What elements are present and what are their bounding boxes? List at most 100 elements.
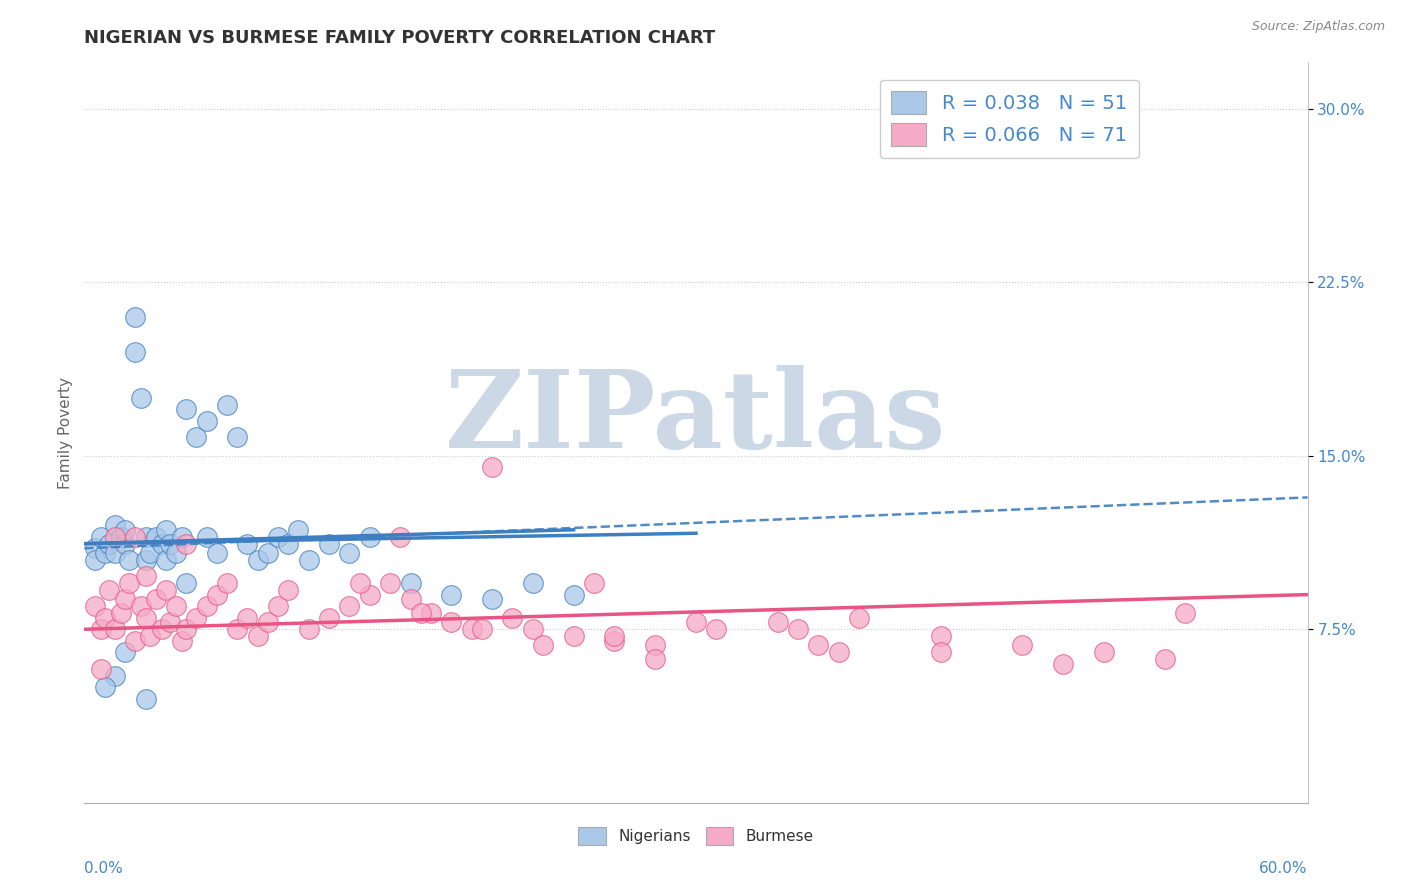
Point xyxy=(380,576,402,591)
Point xyxy=(481,460,503,475)
Point xyxy=(1154,652,1177,666)
Point xyxy=(603,633,626,648)
Point xyxy=(165,599,187,614)
Point xyxy=(174,402,197,417)
Point xyxy=(787,622,810,636)
Point xyxy=(257,546,280,560)
Point xyxy=(165,546,187,560)
Text: Source: ZipAtlas.com: Source: ZipAtlas.com xyxy=(1251,20,1385,33)
Point xyxy=(93,680,115,694)
Point xyxy=(236,536,259,550)
Point xyxy=(287,523,309,537)
Y-axis label: Family Poverty: Family Poverty xyxy=(58,376,73,489)
Point xyxy=(145,592,167,607)
Point xyxy=(114,523,136,537)
Point xyxy=(90,662,112,676)
Point xyxy=(644,639,666,653)
Point xyxy=(502,610,524,624)
Text: 0.0%: 0.0% xyxy=(84,861,124,876)
Point xyxy=(172,633,194,648)
Point xyxy=(318,610,340,624)
Point xyxy=(138,546,160,560)
Point xyxy=(298,553,321,567)
Point xyxy=(205,546,228,560)
Point xyxy=(389,530,412,544)
Point xyxy=(174,622,197,636)
Point xyxy=(155,582,177,597)
Point xyxy=(114,536,136,550)
Point xyxy=(246,629,269,643)
Point xyxy=(461,622,484,636)
Point xyxy=(186,430,208,444)
Point xyxy=(83,541,105,556)
Point xyxy=(205,588,228,602)
Text: 60.0%: 60.0% xyxy=(1260,861,1308,876)
Point xyxy=(118,576,141,591)
Point xyxy=(135,530,157,544)
Point xyxy=(1092,645,1115,659)
Point xyxy=(150,536,173,550)
Point xyxy=(1174,606,1197,620)
Point xyxy=(97,582,120,597)
Point xyxy=(603,629,626,643)
Point xyxy=(90,530,112,544)
Point xyxy=(93,610,115,624)
Point xyxy=(828,645,851,659)
Point xyxy=(226,430,249,444)
Point xyxy=(766,615,789,630)
Point xyxy=(97,536,120,550)
Point xyxy=(685,615,707,630)
Point xyxy=(277,582,299,597)
Point xyxy=(104,546,127,560)
Point xyxy=(471,622,494,636)
Point xyxy=(226,622,249,636)
Text: ZIPatlas: ZIPatlas xyxy=(446,365,946,471)
Point xyxy=(929,645,952,659)
Point xyxy=(104,622,127,636)
Point xyxy=(104,668,127,682)
Point xyxy=(359,588,381,602)
Legend: Nigerians, Burmese: Nigerians, Burmese xyxy=(572,821,820,851)
Point xyxy=(420,606,443,620)
Point xyxy=(217,398,239,412)
Point xyxy=(349,576,371,591)
Point xyxy=(104,530,127,544)
Point xyxy=(155,523,177,537)
Point xyxy=(481,592,503,607)
Point xyxy=(174,576,197,591)
Point xyxy=(159,615,181,630)
Point xyxy=(562,588,585,602)
Point xyxy=(135,610,157,624)
Point xyxy=(706,622,728,636)
Point xyxy=(522,622,544,636)
Point xyxy=(267,530,290,544)
Point xyxy=(124,530,146,544)
Point xyxy=(359,530,381,544)
Point xyxy=(174,536,197,550)
Point xyxy=(186,610,208,624)
Point xyxy=(318,536,340,550)
Point xyxy=(1052,657,1074,671)
Point xyxy=(195,599,218,614)
Point xyxy=(257,615,280,630)
Point xyxy=(267,599,290,614)
Point xyxy=(114,645,136,659)
Point xyxy=(583,576,606,591)
Point xyxy=(522,576,544,591)
Point xyxy=(90,622,112,636)
Point xyxy=(159,536,181,550)
Point xyxy=(217,576,239,591)
Point xyxy=(114,592,136,607)
Point xyxy=(155,553,177,567)
Point xyxy=(399,576,422,591)
Point xyxy=(131,599,153,614)
Point xyxy=(246,553,269,567)
Point xyxy=(110,606,132,620)
Point xyxy=(440,615,463,630)
Point xyxy=(83,599,105,614)
Point xyxy=(93,546,115,560)
Point xyxy=(339,599,361,614)
Point xyxy=(135,691,157,706)
Point xyxy=(399,592,422,607)
Point xyxy=(848,610,870,624)
